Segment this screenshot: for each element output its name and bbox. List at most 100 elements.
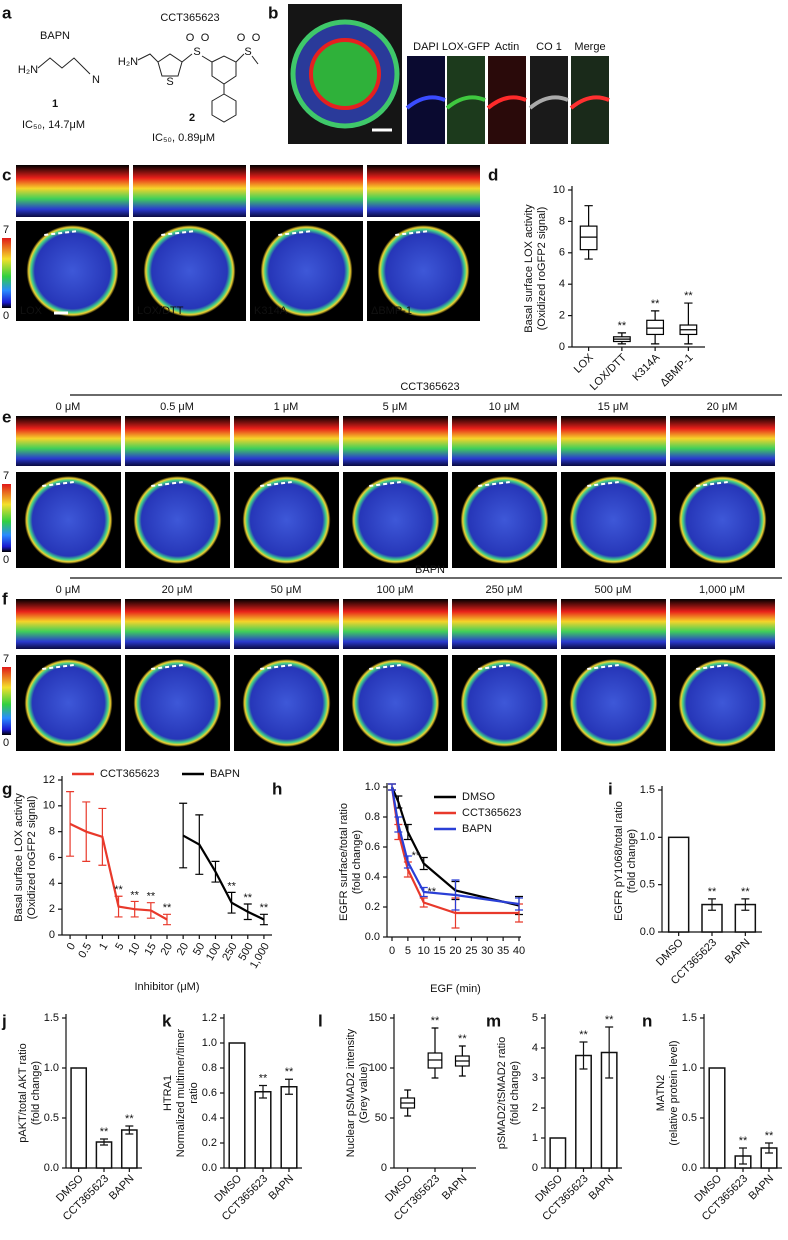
cell — [569, 476, 658, 564]
group-title: CCT365623 — [400, 381, 459, 393]
roi-marker — [44, 230, 79, 236]
roi-marker — [696, 481, 728, 487]
y-tick-label: 0.8 — [202, 1062, 217, 1074]
x-tick-label: BAPN — [746, 1173, 776, 1203]
significance: ** — [114, 884, 123, 896]
roi-marker — [151, 664, 183, 670]
cell — [242, 659, 331, 747]
x-tick-label: 15 — [434, 945, 446, 957]
y-tick-label: 1.5 — [640, 784, 655, 796]
significance: ** — [130, 889, 139, 901]
error-bar — [259, 913, 268, 926]
error-bar — [66, 791, 75, 857]
bar — [254, 1091, 272, 1169]
roi-marker — [478, 664, 510, 670]
cell — [569, 659, 658, 747]
y-tick-label: 0.5 — [682, 1112, 697, 1124]
y-tick-label: 150 — [369, 1012, 387, 1024]
y-tick-label: 1.5 — [44, 1012, 59, 1024]
side-view — [234, 416, 339, 466]
bond — [235, 53, 245, 63]
bar — [549, 1137, 567, 1169]
y-axis-label: (fold change) — [509, 1061, 521, 1125]
y-tick-label: 2 — [532, 1102, 538, 1114]
y-tick-label: 10 — [553, 184, 565, 196]
x-tick-label: 30 — [481, 945, 493, 957]
y-tick-label: 1 — [532, 1132, 538, 1144]
y-axis-label: (Grey value) — [358, 1063, 370, 1124]
y-axis-label: (relative protein level) — [668, 1040, 680, 1145]
side-view — [670, 416, 775, 466]
error-bar — [419, 886, 428, 898]
error-bar — [765, 1142, 773, 1154]
column-label: 250 μM — [486, 584, 523, 596]
cell — [460, 476, 549, 564]
x-axis-label: Inhibitor (μM) — [134, 981, 199, 993]
atom: N — [92, 74, 100, 86]
y-tick-label: 0 — [532, 1162, 538, 1174]
roi-marker — [587, 481, 619, 487]
roi-marker — [369, 481, 401, 487]
x-tick-label: 0.5 — [76, 941, 94, 960]
panel-label: a — [2, 3, 12, 22]
column-label: 0 μM — [56, 584, 81, 596]
series-line — [390, 786, 520, 907]
bar — [667, 836, 690, 933]
colorbar-label: 7 — [3, 653, 9, 665]
panel-label: e — [2, 407, 11, 426]
side-view — [16, 416, 121, 466]
bond — [157, 53, 183, 77]
y-axis-label: pAKT/total AKT ratio — [17, 1043, 29, 1142]
roi-marker — [696, 664, 728, 670]
significance: ** — [285, 1066, 294, 1078]
x-tick-label: BAPN — [587, 1173, 617, 1203]
error-bar — [419, 897, 428, 908]
y-tick-label: 0.5 — [640, 879, 655, 891]
bar — [120, 1129, 138, 1169]
bar — [228, 1042, 246, 1169]
side-view — [670, 599, 775, 649]
y-tick-label: 0.0 — [682, 1162, 697, 1174]
error-bar — [146, 902, 155, 919]
ic50: IC₅₀, 0.89μM — [152, 132, 215, 144]
atom: H₂N — [18, 64, 38, 76]
column-label: 0 μM — [56, 401, 81, 413]
panel-label: i — [608, 779, 613, 798]
column-label: 15 μM — [598, 401, 629, 413]
box — [646, 319, 665, 336]
roi-marker — [369, 664, 401, 670]
panel-label: d — [488, 165, 498, 184]
error-bar — [419, 856, 428, 871]
panel-label: b — [268, 3, 278, 22]
y-tick-label: 5 — [532, 1012, 538, 1024]
side-view — [452, 416, 557, 466]
colorbar — [2, 484, 11, 552]
series-line — [182, 834, 265, 921]
significance: ** — [260, 902, 269, 914]
y-tick-label: 1.0 — [365, 781, 380, 793]
panel-label: g — [2, 779, 12, 798]
compound-name: CCT365623 — [160, 12, 219, 24]
x-tick-label: LOX — [572, 351, 597, 376]
x-tick-label: BAPN — [723, 937, 753, 967]
whisker — [617, 332, 627, 345]
y-tick-label: 3 — [532, 1072, 538, 1084]
roi-marker — [260, 664, 292, 670]
significance: ** — [147, 891, 156, 903]
y-tick-label: 0.6 — [365, 841, 380, 853]
error-bar — [227, 891, 236, 914]
error-bar — [195, 814, 204, 875]
side-view — [343, 416, 448, 466]
cell — [351, 476, 440, 564]
y-axis-label: EGFR pY1068/total ratio — [613, 801, 625, 921]
y-axis-label: (fold change) — [626, 829, 638, 893]
atom: O — [186, 32, 195, 44]
column-label: 1 μM — [274, 401, 299, 413]
roi-marker — [161, 230, 196, 236]
significance: ** — [739, 1135, 748, 1147]
legend-label: BAPN — [462, 823, 492, 835]
x-tick-label: 5 — [113, 941, 126, 952]
x-tick-label: BAPN — [266, 1173, 296, 1203]
error-bar — [179, 802, 188, 869]
atom: S — [244, 46, 251, 58]
